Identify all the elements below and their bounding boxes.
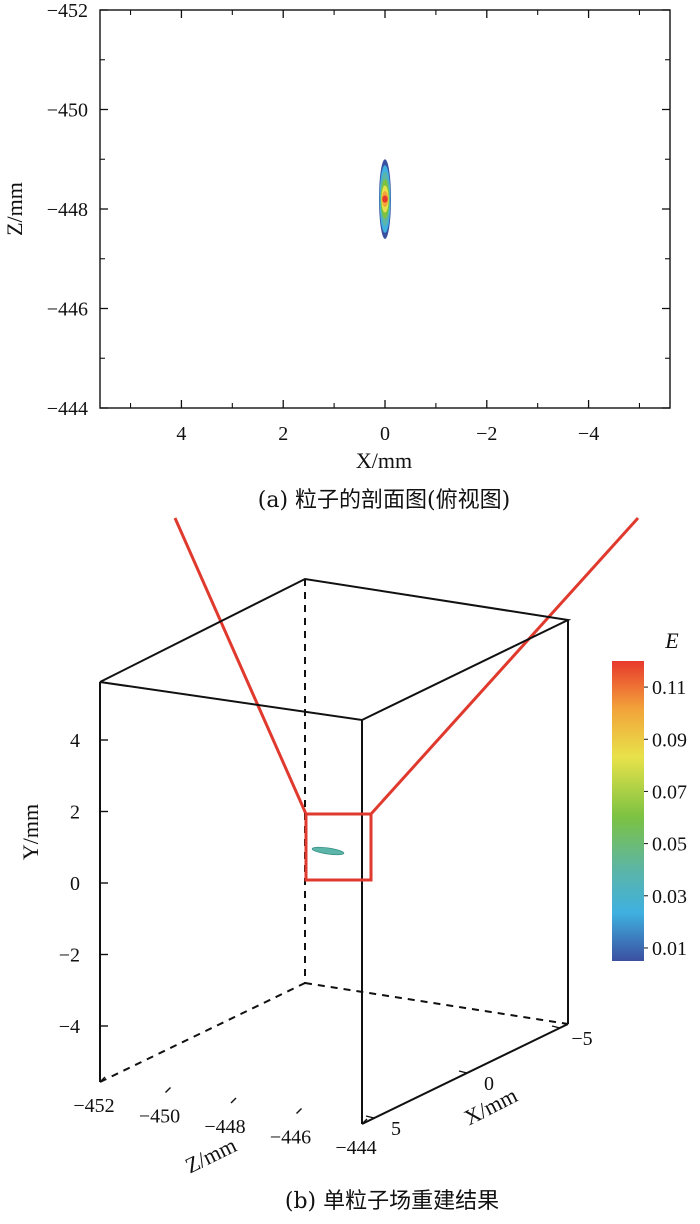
panel-b-z-tick-mark — [296, 1108, 302, 1114]
panel-a-contour-level — [382, 195, 388, 203]
panel-b-y-ticks: 4 2 0 −2 −4 — [59, 730, 108, 1038]
panel-b-x-tick-label: 5 — [391, 1118, 401, 1140]
colorbar-gradient — [612, 661, 644, 961]
panel-b-x-tick-label: −5 — [571, 1028, 592, 1050]
colorbar: E 0.11 0.09 0.07 0.05 0.03 0.01 — [612, 628, 687, 961]
panel-b-y-tick-label: 2 — [70, 802, 80, 824]
panel-a-caption: (a) 粒子的剖面图(俯视图) — [258, 488, 510, 513]
panel-a-y-tick-label: −452 — [47, 0, 88, 22]
panel-b-z-tick-mark — [361, 1118, 368, 1125]
colorbar-ticks: 0.11 0.09 0.07 0.05 0.03 0.01 — [644, 677, 687, 960]
panel-b-x-tick-mark — [365, 1115, 375, 1119]
panel-b-x-ticks: −5 0 5 — [365, 1025, 593, 1140]
panel-b-particle — [311, 846, 345, 856]
panel-b-hidden-edges — [99, 579, 569, 1083]
panel-a-y-tick-label: −444 — [47, 398, 88, 420]
panel-b-z-axis-label: Z/mm — [181, 1132, 240, 1178]
panel-a-x-tick-label: −2 — [476, 423, 497, 445]
panel-a-x-tick-label: 4 — [176, 423, 186, 445]
panel-b-z-tick-mark — [99, 1076, 106, 1083]
panel-b-y-tick-label: −4 — [59, 1016, 80, 1038]
panel-b-x-tick-mark — [551, 1025, 561, 1029]
zoom-callout-line-right — [369, 516, 640, 816]
panel-a-x-axis-label: X/mm — [356, 448, 412, 473]
panel-b-y-axis-label: Y/mm — [18, 804, 43, 860]
panel-b-y-tick-label: −2 — [59, 945, 80, 967]
panel-b-caption: (b) 单粒子场重建结果 — [285, 1189, 499, 1214]
colorbar-tick-label: 0.01 — [652, 938, 687, 960]
panel-a-x-tick-label: −4 — [578, 423, 599, 445]
colorbar-tick-label: 0.09 — [652, 729, 687, 751]
panel-b-z-tick-label: −450 — [139, 1106, 180, 1128]
colorbar-tick-label: 0.07 — [652, 781, 687, 803]
panel-b-zoom-box — [304, 812, 373, 882]
panel-b-x-tick-label: 0 — [484, 1073, 494, 1095]
panel-b-z-tick-label: −448 — [204, 1116, 245, 1138]
panel-a-x-tick-label: 2 — [278, 423, 288, 445]
panel-b-z-tick-mark — [230, 1097, 237, 1104]
panel-b-y-tick-label: 4 — [70, 730, 80, 752]
panel-b-z-ticks: −452 −450 −448 −446 −444 — [73, 1076, 377, 1159]
zoom-callout-line-left — [173, 517, 308, 815]
panel-b-y-tick-label: 0 — [70, 873, 80, 895]
panel-b-z-tick-label: −452 — [73, 1095, 114, 1117]
panel-a-y-tick-label: −446 — [47, 299, 88, 321]
colorbar-tick-label: 0.03 — [652, 886, 687, 908]
panel-b-particle-blob — [311, 846, 345, 856]
panel-b-z-tick-label: −446 — [270, 1127, 311, 1149]
colorbar-tick-label: 0.11 — [652, 677, 686, 699]
panel-b-3d-reconstruction: 4 2 0 −2 −4 −452 −450 −448 −446 −444 −5 0 5 Y/mm Z… — [18, 577, 687, 1214]
panel-b-box-edges — [99, 577, 572, 1125]
panel-a-x-tick-label: 0 — [380, 423, 390, 445]
panel-b-z-tick-label: −444 — [335, 1137, 376, 1159]
panel-b-z-tick-mark — [165, 1087, 171, 1093]
colorbar-tick-label: 0.05 — [652, 834, 687, 856]
colorbar-title: E — [664, 628, 679, 653]
panel-a-section-view: −452 −450 −448 −446 −444 4 2 0 −2 −4 X/mm Z/mm (… — [2, 0, 671, 513]
panel-a-y-axis-label: Z/mm — [2, 182, 27, 236]
panel-b-x-tick-mark — [458, 1070, 468, 1074]
panel-a-y-ticks: −452 −450 −448 −446 −444 — [47, 0, 670, 420]
panel-a-particle-cross-section — [379, 159, 391, 239]
panel-a-y-tick-label: −450 — [47, 100, 88, 122]
panel-a-y-tick-label: −448 — [47, 199, 88, 221]
panel-a-x-ticks: 4 2 0 −2 −4 — [129, 10, 641, 445]
